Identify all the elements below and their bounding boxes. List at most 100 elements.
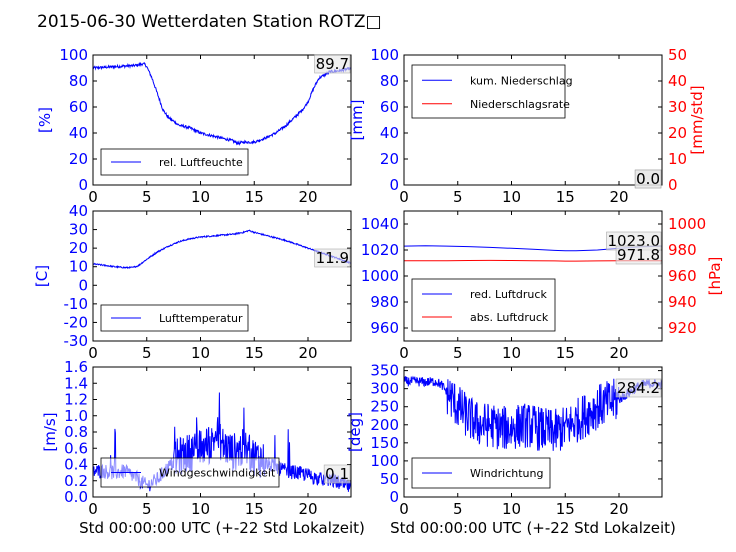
legend: Lufttemperatur bbox=[100, 304, 249, 332]
series-line-pressure-1 bbox=[404, 259, 662, 262]
legend-label: Niederschlagsrate bbox=[470, 98, 570, 111]
x-tick-label: 10 bbox=[502, 344, 521, 362]
panel-windspeed: 0 5 10 15 20 0.00.20.40.60.81.01.21.41.6 [m/s]… bbox=[41, 358, 365, 537]
y-tick-label: 150 bbox=[370, 434, 399, 452]
legend: Windgeschwindigkeit bbox=[100, 457, 280, 488]
y-tick-label: 1000 bbox=[361, 267, 399, 285]
y-tick-label: 20 bbox=[69, 150, 88, 168]
last-value-label: 0.0 bbox=[636, 170, 660, 188]
y-tick-label: 250 bbox=[370, 398, 399, 416]
last-value-box bbox=[314, 248, 351, 268]
x-tick-label: 10 bbox=[191, 188, 210, 206]
y-tick-label: 40 bbox=[69, 124, 88, 142]
x-tick-label: 0 bbox=[399, 500, 409, 518]
x-tick-label: 15 bbox=[245, 188, 264, 206]
legend: rel. Luftfeuchte bbox=[100, 148, 249, 176]
x-tick-label: 20 bbox=[298, 188, 317, 206]
series-group bbox=[93, 61, 351, 146]
last-value-label: 971.8 bbox=[617, 246, 660, 264]
plot-frame bbox=[92, 210, 352, 342]
y-tick-label: 0.6 bbox=[64, 439, 88, 457]
legend-box bbox=[411, 64, 566, 119]
series-line-humidity-0 bbox=[93, 61, 351, 146]
y-tick-label: 50 bbox=[380, 470, 399, 488]
x-tick-label: 15 bbox=[245, 344, 264, 362]
y-right-tick-label: 940 bbox=[668, 293, 697, 311]
x-tick-label: 15 bbox=[556, 188, 575, 206]
legend: red. Luftdruck abs. Luftdruck bbox=[411, 278, 556, 332]
x-tick-label: 5 bbox=[453, 500, 463, 518]
y-tick-label: 100 bbox=[370, 46, 399, 64]
y-tick-label: 30 bbox=[69, 221, 88, 239]
last-value-box bbox=[634, 169, 662, 189]
x-tick-label: 10 bbox=[191, 500, 210, 518]
y-tick-label: 60 bbox=[380, 98, 399, 116]
x-axis-label: Std 00:00:00 UTC (+-22 Std Lokalzeit) bbox=[390, 519, 676, 537]
x-tick-label: 15 bbox=[556, 344, 575, 362]
y-tick-label: -30 bbox=[64, 332, 89, 350]
legend-label: Lufttemperatur bbox=[159, 312, 243, 325]
x-tick-label: 5 bbox=[453, 344, 463, 362]
y-right-tick-label: 920 bbox=[668, 319, 697, 337]
last-value-label: 89.7 bbox=[316, 55, 349, 73]
x-tick-label: 10 bbox=[502, 500, 521, 518]
x-tick-label: 20 bbox=[609, 188, 628, 206]
y-right-axis-label: [hPa] bbox=[706, 257, 724, 296]
y-tick-label: 960 bbox=[370, 319, 399, 337]
x-tick-label: 0 bbox=[399, 344, 409, 362]
y-tick-label: 200 bbox=[370, 416, 399, 434]
y-tick-label: 40 bbox=[380, 124, 399, 142]
y-right-tick-label: 20 bbox=[668, 124, 687, 142]
y-tick-label: 100 bbox=[370, 452, 399, 470]
panel-precip: 0 5 10 15 20 0 20 40 60 80 100 0 10 20 30 40 50 [mm] [mm/s… bbox=[348, 46, 706, 206]
y-axis-label: [mm] bbox=[348, 100, 366, 141]
x-tick-label: 10 bbox=[191, 344, 210, 362]
y-tick-label: 80 bbox=[380, 72, 399, 90]
last-value-label: 284.2 bbox=[617, 379, 660, 397]
y-right-tick-label: 0 bbox=[668, 176, 678, 194]
y-tick-label: 300 bbox=[370, 380, 399, 398]
panel-humidity: 0 5 10 15 20 0 20 40 60 80 100 [%] rel. Luftfeuchte 8… bbox=[36, 46, 352, 206]
y-tick-label: 20 bbox=[69, 239, 88, 257]
y-tick-label: 0.4 bbox=[64, 456, 88, 474]
x-tick-label: 0 bbox=[88, 344, 98, 362]
plot-frame bbox=[403, 54, 663, 186]
y-tick-label: 20 bbox=[380, 150, 399, 168]
y-tick-label: 0.2 bbox=[64, 472, 88, 490]
last-value-box bbox=[323, 464, 351, 484]
y-tick-label: 980 bbox=[370, 293, 399, 311]
x-axis-label: Std 00:00:00 UTC (+-22 Std Lokalzeit) bbox=[79, 519, 365, 537]
y-right-tick-label: 40 bbox=[668, 72, 687, 90]
legend-label: kum. Niederschlag bbox=[470, 74, 573, 87]
panel-temperature: 0 5 10 15 20-30-20-10010203040[C]Lufttempera… bbox=[33, 202, 352, 362]
plot-frame bbox=[92, 54, 352, 186]
y-tick-label: 0 bbox=[78, 276, 88, 294]
x-tick-label: 0 bbox=[88, 188, 98, 206]
series-line-temperature-0 bbox=[93, 229, 351, 270]
legend-box bbox=[411, 278, 556, 332]
y-tick-label: 0 bbox=[389, 488, 399, 506]
panel-winddir: 0 5 10 15 20050100150200250300350[deg]Windri… bbox=[346, 362, 676, 537]
legend-label: Windgeschwindigkeit bbox=[159, 467, 276, 480]
y-axis-label: [deg] bbox=[346, 412, 364, 452]
y-tick-label: 350 bbox=[370, 362, 399, 380]
x-tick-label: 10 bbox=[502, 188, 521, 206]
legend-label: Windrichtung bbox=[470, 467, 543, 480]
x-tick-label: 20 bbox=[609, 500, 628, 518]
legend-label: rel. Luftfeuchte bbox=[159, 156, 243, 169]
series-line-winddir-0 bbox=[404, 375, 662, 451]
x-tick-label: 5 bbox=[453, 188, 463, 206]
y-right-tick-label: 980 bbox=[668, 241, 697, 259]
y-tick-label: -10 bbox=[64, 295, 89, 313]
y-tick-label: 0 bbox=[78, 176, 88, 194]
x-tick-label: 20 bbox=[298, 500, 317, 518]
y-tick-label: 80 bbox=[69, 72, 88, 90]
y-right-tick-label: 960 bbox=[668, 267, 697, 285]
y-tick-label: 1.4 bbox=[64, 374, 88, 392]
y-right-axis-label: [mm/std] bbox=[688, 85, 706, 154]
y-right-tick-label: 30 bbox=[668, 98, 687, 116]
y-axis-label: [%] bbox=[36, 107, 54, 133]
last-value-box bbox=[615, 245, 662, 265]
y-axis-label: [C] bbox=[33, 265, 51, 287]
